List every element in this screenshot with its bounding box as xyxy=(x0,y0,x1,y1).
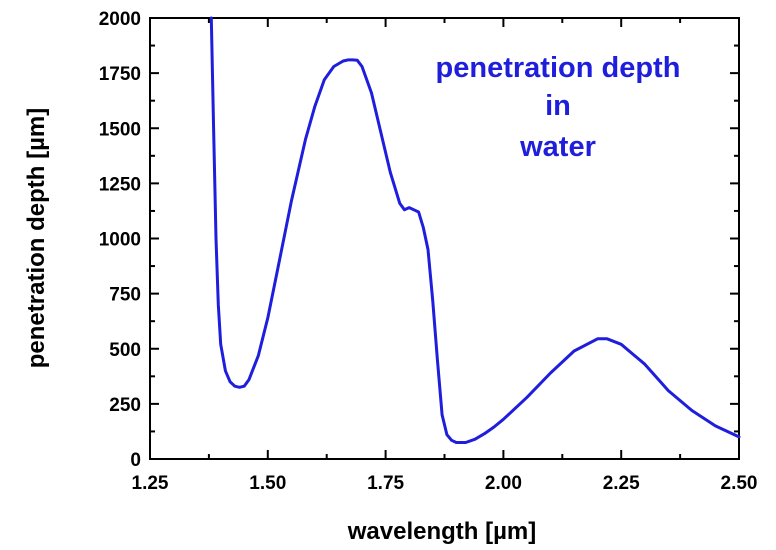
y-tick-label: 1500 xyxy=(99,119,141,140)
x-axis-title: wavelength [µm] xyxy=(347,518,537,545)
y-tick-label: 750 xyxy=(109,285,141,306)
tick-labels: 1.25 1.50 1.75 2.00 2.25 2.50 0 250 500 750 1000 12… xyxy=(99,9,758,494)
x-tick-label: 1.75 xyxy=(367,473,404,494)
y-tick-label: 1250 xyxy=(99,174,141,195)
annotation-line-3: water xyxy=(519,131,596,163)
plot-frame xyxy=(149,17,740,460)
series-line xyxy=(209,16,741,444)
y-tick-label: 250 xyxy=(109,395,141,416)
x-tick-label: 1.50 xyxy=(249,473,286,494)
y-tick-label: 500 xyxy=(109,340,141,361)
x-tick-label: 2.00 xyxy=(485,473,522,494)
axes xyxy=(149,17,740,460)
x-tick-label: 2.25 xyxy=(603,473,640,494)
ticks xyxy=(149,17,740,460)
y-tick-label: 1000 xyxy=(99,230,141,251)
x-tick-label: 1.25 xyxy=(132,473,169,494)
x-tick-label: 2.50 xyxy=(721,473,758,494)
annotation-line-1: penetration depth xyxy=(436,52,681,84)
annotation: penetration depth in water xyxy=(436,52,681,163)
y-tick-label: 2000 xyxy=(99,9,141,30)
y-tick-label: 1750 xyxy=(99,64,141,85)
series-layer xyxy=(209,16,741,444)
annotation-line-2: in xyxy=(545,90,571,122)
y-axis-title: penetration depth [µm] xyxy=(23,108,50,368)
y-tick-label: 0 xyxy=(130,450,141,471)
